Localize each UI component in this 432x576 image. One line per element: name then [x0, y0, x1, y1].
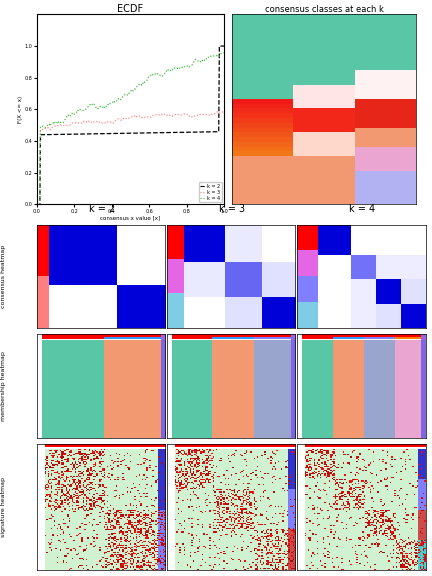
Text: membership heatmap: membership heatmap [1, 351, 6, 421]
Text: consensus heatmap: consensus heatmap [1, 245, 6, 308]
Y-axis label: F(X <= x): F(X <= x) [19, 96, 23, 123]
X-axis label: consensus x value [x]: consensus x value [x] [101, 215, 161, 220]
Text: signature heatmap: signature heatmap [1, 477, 6, 537]
Text: k = 3: k = 3 [219, 204, 245, 214]
Title: ECDF: ECDF [118, 3, 143, 14]
Title: consensus classes at each k: consensus classes at each k [265, 5, 384, 14]
Text: k = 4: k = 4 [349, 204, 375, 214]
Text: k = 2: k = 2 [89, 204, 115, 214]
Legend: k = 2, k = 3, k = 4: k = 2, k = 3, k = 4 [199, 182, 222, 202]
